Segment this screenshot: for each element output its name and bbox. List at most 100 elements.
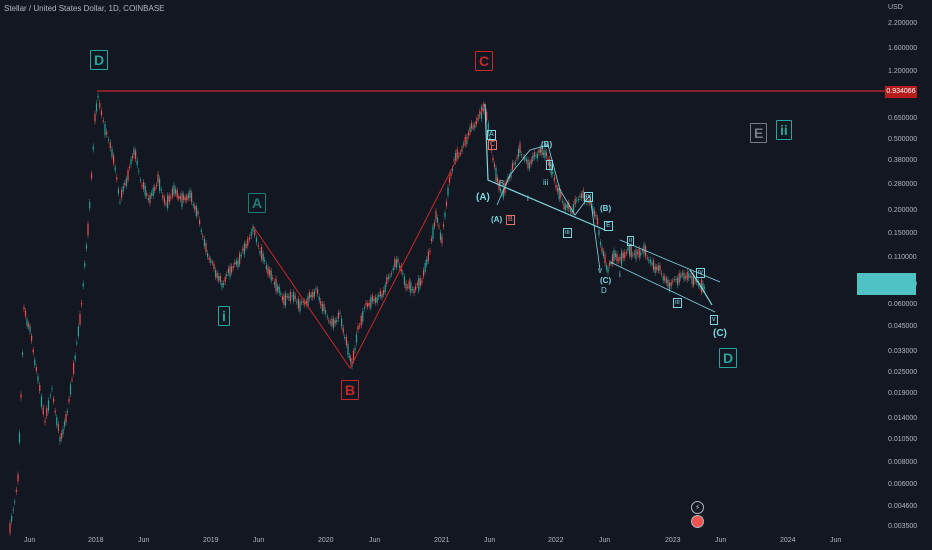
wave-label-D-right: D (719, 348, 738, 368)
candle-body (73, 363, 75, 374)
record-icon[interactable] (691, 515, 704, 528)
candle-body (147, 198, 149, 201)
candle-body (178, 196, 180, 199)
candle-body (184, 197, 186, 201)
candle-body (109, 142, 111, 149)
candle-body (469, 126, 471, 133)
candle-body (57, 424, 59, 431)
candle-body (641, 250, 643, 252)
candle-body (389, 275, 391, 277)
candle-body (367, 303, 369, 307)
candle-body (617, 259, 620, 261)
price-axis-label: 0.380000 (888, 157, 918, 164)
candle-body (566, 203, 568, 208)
label-E-small: E (604, 221, 613, 231)
candle-body (334, 320, 336, 324)
candle-body (686, 271, 688, 280)
label-C-paren-2: (C) (713, 328, 727, 339)
candle-body (309, 292, 311, 299)
candle-body (492, 157, 494, 161)
candle-body (455, 152, 457, 162)
candle-body (56, 417, 58, 425)
label-C-paren: (C) (600, 276, 612, 285)
candle-body (464, 137, 466, 145)
candle-body (186, 196, 188, 201)
candle-body (552, 171, 554, 174)
candle-body (20, 394, 22, 398)
candle-body (243, 243, 245, 255)
candle-body (643, 244, 645, 255)
candle-body (419, 278, 421, 286)
candle-body (152, 188, 154, 197)
candle-body (35, 367, 37, 371)
candle-body (665, 278, 667, 283)
candle-body (121, 190, 123, 198)
label-B-red: B (506, 215, 515, 225)
candle-body (77, 326, 79, 337)
candle-body (76, 342, 78, 344)
candle-body (673, 278, 675, 280)
label-i-small: i (619, 270, 621, 279)
candle-body (65, 413, 67, 423)
candle-body (270, 270, 272, 281)
candle-body (381, 294, 383, 298)
candle-body (545, 152, 548, 156)
candle-body (450, 173, 452, 176)
candle-body (344, 337, 346, 339)
candle-body (9, 523, 11, 533)
wave-label-ii: ii (776, 120, 792, 140)
price-axis-label: 0.110000 (888, 254, 917, 261)
candle-body (122, 186, 124, 192)
label-B-paren: (B) (541, 140, 553, 149)
candle-body (530, 159, 532, 164)
candle-body (357, 326, 359, 330)
candle-body (694, 280, 696, 282)
candle-body (154, 186, 156, 191)
label-iv-box-2: iv (696, 268, 706, 278)
candle-body (301, 302, 303, 304)
label-B-paren-2: (B) (600, 204, 612, 213)
candle-body (226, 274, 228, 277)
candle-body (348, 355, 350, 358)
lightning-icon[interactable]: ⚡ (691, 501, 704, 514)
candle-body (216, 273, 218, 279)
candle-body (135, 150, 137, 160)
candle-body (325, 310, 327, 314)
candle-body (84, 263, 86, 267)
candle-body (62, 429, 64, 435)
candle-body (250, 231, 252, 237)
candle-body (310, 294, 312, 298)
candle-body (291, 295, 293, 297)
candle-body (607, 268, 609, 273)
candle-body (336, 319, 338, 322)
candle-body (511, 162, 514, 170)
candle-body (149, 194, 151, 204)
candle-body (533, 152, 535, 158)
candle-body (146, 193, 148, 196)
candle-body (213, 263, 215, 269)
time-axis-label: Jun (715, 537, 727, 544)
candle-body (549, 159, 551, 169)
candle-body (399, 265, 401, 268)
time-axis-label: Jun (138, 537, 150, 544)
channel-upper (619, 239, 721, 283)
candle-body (368, 302, 370, 306)
candle-body (355, 334, 358, 343)
candle-body (87, 223, 89, 236)
candle-body (176, 190, 178, 198)
candle-body (183, 194, 185, 201)
candle-body (521, 154, 523, 156)
candle-body (678, 273, 680, 283)
label-i-box: i (527, 194, 529, 203)
candle-body (379, 291, 381, 297)
wave-label-A: A (248, 193, 267, 213)
candle-body (359, 325, 361, 327)
time-axis-label: Jun (253, 537, 265, 544)
candle-body (255, 237, 258, 243)
candle-body (89, 201, 91, 209)
candle-body (165, 203, 167, 205)
candle-body (47, 400, 50, 411)
candle-body (273, 282, 275, 285)
candle-body (471, 122, 473, 129)
